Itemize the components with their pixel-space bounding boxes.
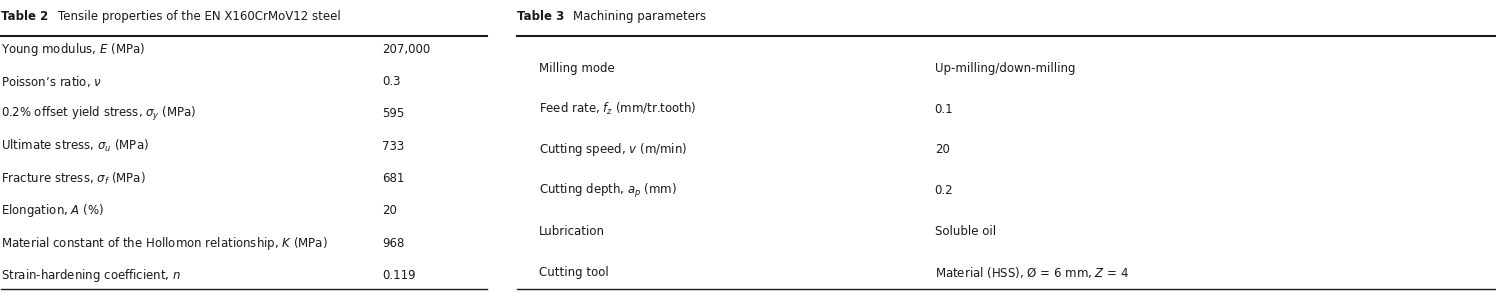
Text: Cutting speed, $v$ (m/min): Cutting speed, $v$ (m/min) (539, 142, 687, 159)
Text: Table 3: Table 3 (516, 10, 571, 23)
Text: Cutting depth, $a_p$ (mm): Cutting depth, $a_p$ (mm) (539, 182, 678, 200)
Text: Up-milling/down-milling: Up-milling/down-milling (935, 62, 1076, 75)
Text: 20: 20 (381, 205, 396, 217)
Text: Material constant of the Hollomon relationship, $K$ (MPa): Material constant of the Hollomon relati… (1, 235, 328, 252)
Text: Cutting tool: Cutting tool (539, 266, 609, 279)
Text: Machining parameters: Machining parameters (573, 10, 706, 23)
Text: 681: 681 (381, 172, 404, 185)
Text: 0.1: 0.1 (935, 103, 953, 115)
Text: 0.3: 0.3 (381, 75, 401, 88)
Text: Poisson’s ratio, $\nu$: Poisson’s ratio, $\nu$ (1, 74, 102, 89)
Text: 0.119: 0.119 (381, 269, 416, 282)
Text: Elongation, $A$ (%): Elongation, $A$ (%) (1, 202, 105, 219)
Text: Material (HSS), Ø = 6 mm, $Z$ = 4: Material (HSS), Ø = 6 mm, $Z$ = 4 (935, 265, 1129, 280)
Text: Fracture stress, $\sigma_f$ (MPa): Fracture stress, $\sigma_f$ (MPa) (1, 171, 147, 187)
Text: 0.2% offset yield stress, $\sigma_y$ (MPa): 0.2% offset yield stress, $\sigma_y$ (MP… (1, 105, 197, 123)
Text: 0.2: 0.2 (935, 184, 953, 197)
Text: Feed rate, $f_z$ (mm/tr.tooth): Feed rate, $f_z$ (mm/tr.tooth) (539, 101, 697, 117)
Text: Tensile properties of the EN X160CrMoV12 steel: Tensile properties of the EN X160CrMoV12… (58, 10, 341, 23)
Text: Soluble oil: Soluble oil (935, 225, 996, 238)
Text: 733: 733 (381, 140, 404, 153)
Text: Table 2: Table 2 (1, 10, 57, 23)
Text: 20: 20 (935, 144, 950, 156)
Text: 595: 595 (381, 108, 404, 120)
Text: 207,000: 207,000 (381, 43, 431, 56)
Text: Ultimate stress, $\sigma_u$ (MPa): Ultimate stress, $\sigma_u$ (MPa) (1, 138, 150, 154)
Text: Young modulus, $E$ (MPa): Young modulus, $E$ (MPa) (1, 41, 145, 58)
Text: Milling mode: Milling mode (539, 62, 615, 75)
Text: Strain-hardening coefficient, $n$: Strain-hardening coefficient, $n$ (1, 267, 181, 284)
Text: Lubrication: Lubrication (539, 225, 604, 238)
Text: 968: 968 (381, 237, 404, 250)
